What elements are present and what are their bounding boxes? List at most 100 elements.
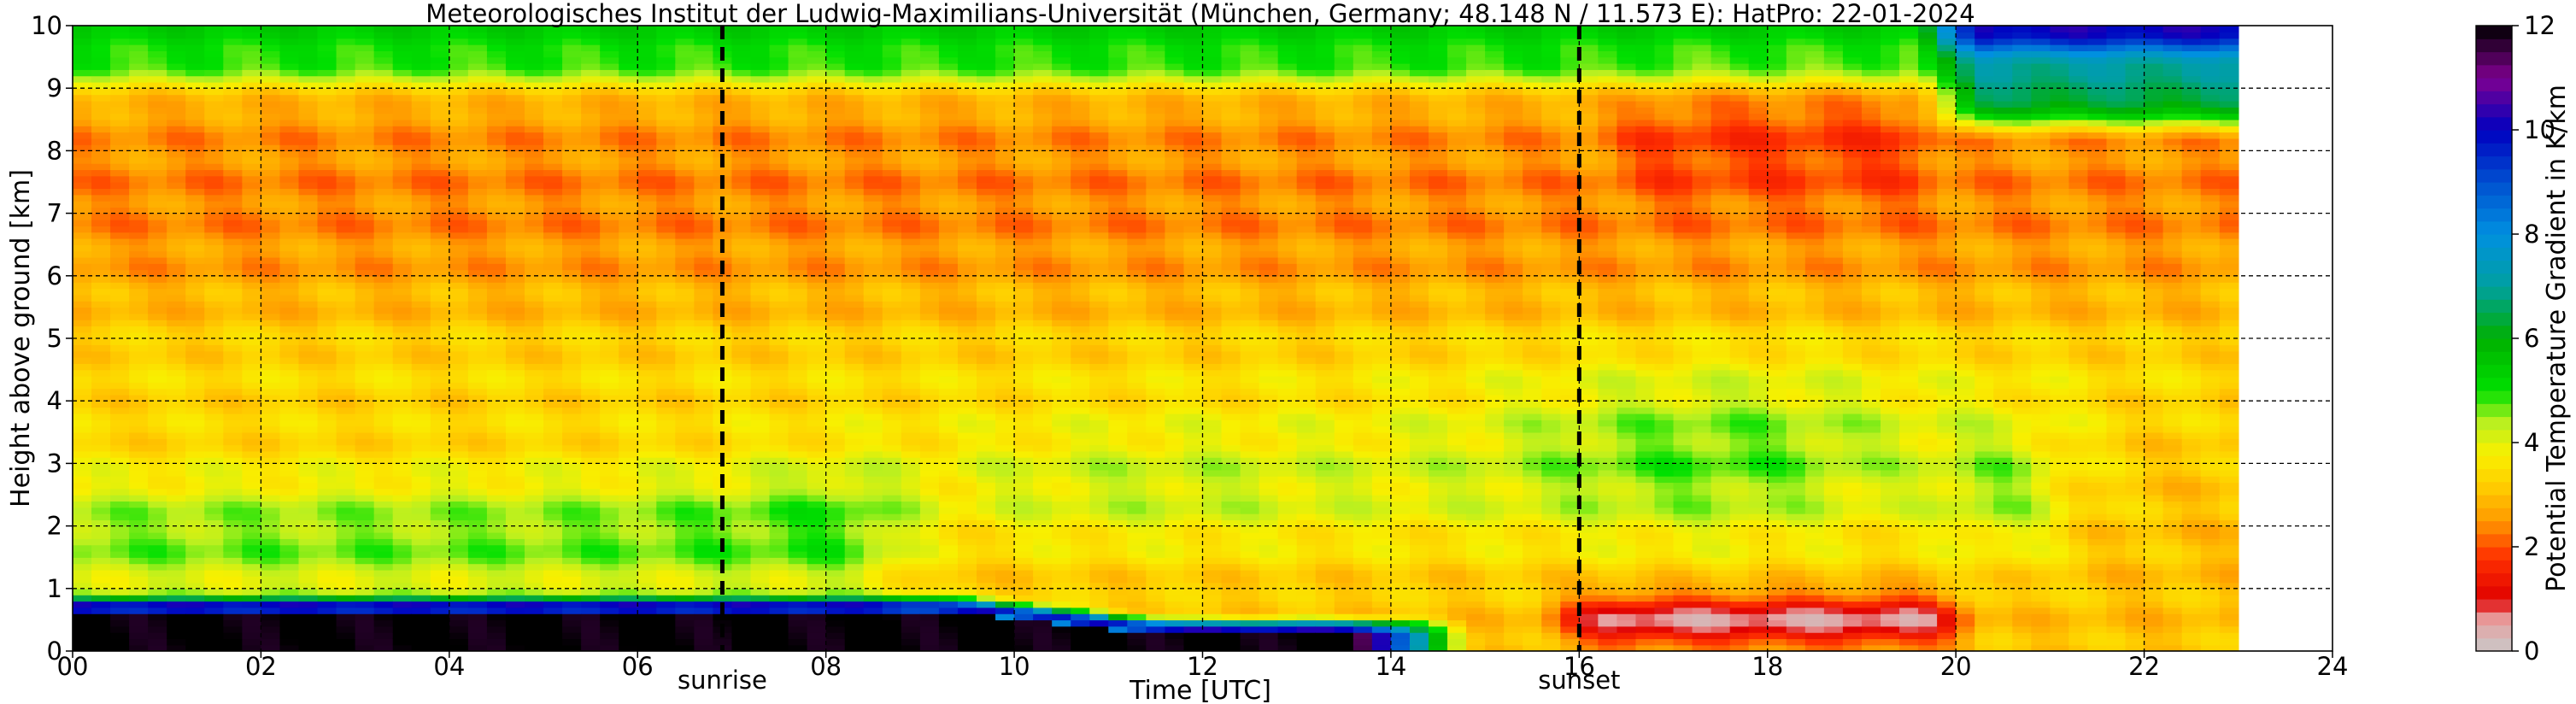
heatmap-cell xyxy=(600,107,619,114)
heatmap-cell xyxy=(543,75,563,83)
heatmap-cell xyxy=(185,62,205,70)
heatmap-cell xyxy=(185,50,205,58)
heatmap-cell xyxy=(619,194,638,202)
heatmap-cell xyxy=(731,613,752,621)
heatmap-cell xyxy=(467,419,488,427)
heatmap-cell xyxy=(449,138,469,145)
heatmap-cell xyxy=(525,288,544,296)
heatmap-cell xyxy=(411,538,431,546)
heatmap-cell xyxy=(373,638,394,646)
heatmap-cell xyxy=(449,425,469,433)
heatmap-cell xyxy=(449,263,469,271)
heatmap-cell xyxy=(562,488,582,496)
heatmap-cell xyxy=(336,563,356,571)
heatmap-cell xyxy=(336,26,356,33)
heatmap-cell xyxy=(694,213,714,220)
heatmap-cell xyxy=(675,94,695,102)
heatmap-cell xyxy=(373,256,394,264)
heatmap-cell xyxy=(185,75,205,83)
heatmap-cell xyxy=(204,56,225,64)
heatmap-cell xyxy=(713,444,733,452)
heatmap-cell xyxy=(562,320,582,327)
heatmap-cell xyxy=(129,301,149,308)
heatmap-cell xyxy=(486,81,507,89)
heatmap-cell xyxy=(430,613,450,621)
heatmap-cell xyxy=(449,625,469,633)
heatmap-cell xyxy=(675,457,695,465)
heatmap-cell xyxy=(882,331,902,339)
heatmap-cell xyxy=(919,69,940,77)
heatmap-cell xyxy=(505,207,525,214)
heatmap-cell xyxy=(110,56,130,64)
heatmap-cell xyxy=(882,88,902,96)
heatmap-cell xyxy=(656,607,677,614)
heatmap-cell xyxy=(185,482,205,490)
heatmap-cell xyxy=(204,75,225,83)
heatmap-cell xyxy=(298,363,319,371)
heatmap-cell xyxy=(863,32,883,39)
heatmap-cell xyxy=(525,488,544,496)
heatmap-cell xyxy=(637,88,657,96)
heatmap-cell xyxy=(261,94,281,102)
heatmap-cell xyxy=(336,638,356,646)
heatmap-cell xyxy=(788,350,808,358)
heatmap-cell xyxy=(279,163,300,171)
heatmap-cell xyxy=(619,62,638,70)
heatmap-cell xyxy=(392,588,413,595)
heatmap-cell xyxy=(185,307,205,314)
heatmap-cell xyxy=(807,394,827,402)
heatmap-cell xyxy=(261,282,281,290)
heatmap-cell xyxy=(750,194,771,202)
heatmap-cell xyxy=(543,369,563,377)
heatmap-cell xyxy=(467,294,488,302)
heatmap-cell xyxy=(261,132,281,139)
heatmap-cell xyxy=(713,488,733,496)
heatmap-cell xyxy=(863,132,883,139)
heatmap-cell xyxy=(977,350,996,358)
heatmap-cell xyxy=(543,344,563,352)
heatmap-cell xyxy=(392,431,413,439)
heatmap-cell xyxy=(392,200,413,208)
heatmap-cell xyxy=(298,582,319,590)
heatmap-cell xyxy=(562,44,582,51)
heatmap-cell xyxy=(525,544,544,552)
heatmap-cell xyxy=(562,132,582,139)
heatmap-cell xyxy=(619,569,638,577)
heatmap-cell xyxy=(882,425,902,433)
heatmap-cell xyxy=(167,331,186,339)
heatmap-cell xyxy=(750,513,771,520)
heatmap-cell xyxy=(543,288,563,296)
heatmap-cell xyxy=(110,375,130,383)
heatmap-cell xyxy=(731,200,752,208)
heatmap-cell xyxy=(505,256,525,264)
heatmap-cell xyxy=(242,582,262,590)
heatmap-cell xyxy=(825,256,846,264)
heatmap-cell xyxy=(938,419,959,427)
heatmap-cell xyxy=(769,282,789,290)
heatmap-cell xyxy=(336,419,356,427)
heatmap-cell xyxy=(675,56,695,64)
heatmap-cell xyxy=(750,62,771,70)
heatmap-cell xyxy=(637,482,657,490)
heatmap-cell xyxy=(167,401,186,408)
heatmap-cell xyxy=(430,538,450,546)
heatmap-cell xyxy=(204,644,225,651)
heatmap-cell xyxy=(486,50,507,58)
heatmap-cell xyxy=(694,226,714,233)
heatmap-cell xyxy=(411,163,431,171)
heatmap-cell xyxy=(844,419,865,427)
heatmap-cell xyxy=(995,444,1015,452)
heatmap-cell xyxy=(261,588,281,595)
heatmap-cell xyxy=(901,207,921,214)
heatmap-cell xyxy=(73,100,92,108)
heatmap-cell xyxy=(449,588,469,595)
heatmap-cell xyxy=(317,232,337,239)
heatmap-cell xyxy=(373,350,394,358)
heatmap-cell xyxy=(977,294,996,302)
heatmap-cell xyxy=(675,401,695,408)
heatmap-cell xyxy=(129,126,149,133)
heatmap-cell xyxy=(373,307,394,314)
heatmap-cell xyxy=(788,244,808,252)
heatmap-cell xyxy=(411,275,431,283)
heatmap-cell xyxy=(901,356,921,364)
